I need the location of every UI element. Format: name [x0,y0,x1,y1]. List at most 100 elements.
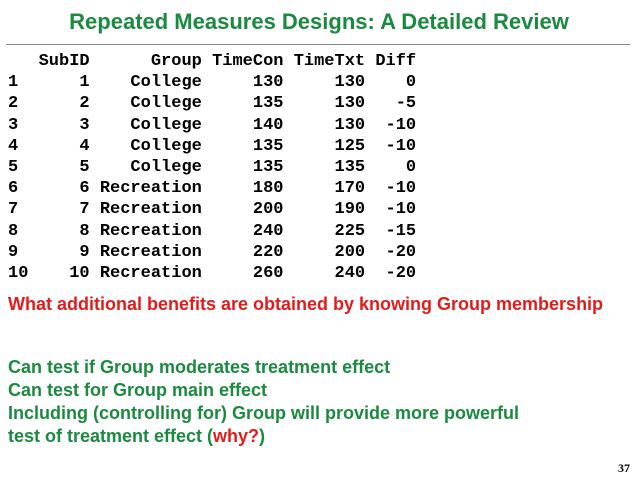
table-cell: 1 [38,73,90,93]
table-cell: 130 [212,73,284,93]
gap [90,158,100,177]
column-header: Group [99,52,202,71]
table-cell: 8 [38,221,90,241]
gap [202,264,212,283]
table-cell: 7 [38,200,90,220]
row-number: 1 [8,73,29,93]
table-cell: College [99,136,202,156]
table-cell: 2 [38,94,90,114]
table-cell: 190 [293,200,366,220]
table-cell: 135 [293,157,366,177]
row-number: 8 [8,221,29,241]
table-cell: 130 [293,73,366,93]
gap [283,200,293,219]
table-row: 1 1 College 130 130 0 [8,72,416,93]
slide-title: Repeated Measures Designs: A Detailed Re… [69,9,569,34]
row-number: 6 [8,179,29,199]
table-cell: 3 [38,115,90,135]
table-cell: College [99,94,202,114]
gap [283,73,293,92]
table-row: 5 5 College 135 135 0 [8,157,416,178]
table-cell: -15 [375,221,417,241]
table-cell: 5 [38,157,90,177]
row-number: 2 [8,94,29,114]
table-cell: -10 [375,136,417,156]
gap [202,137,212,156]
row-name-spacer [8,52,28,71]
row-number: 5 [8,157,29,177]
gap [28,200,38,219]
table-cell: 135 [212,136,284,156]
table-cell: College [99,73,202,93]
gap [365,264,375,283]
gap [365,52,375,71]
gap [283,264,293,283]
table-cell: 200 [212,200,284,220]
table-cell: 180 [212,179,284,199]
table-cell: -10 [375,115,417,135]
answer-power-start: test of treatment effect ( [8,426,214,446]
gap [28,52,38,71]
table-cell: 125 [293,136,366,156]
gap [90,116,100,135]
table-cell: -20 [375,263,417,283]
gap [202,116,212,135]
table-cell: Recreation [99,221,202,241]
gap [202,200,212,219]
gap [202,243,212,262]
column-header: TimeTxt [293,52,366,71]
table-cell: 170 [293,179,366,199]
page-number: 37 [618,461,630,475]
gap [28,137,38,156]
table-cell: -20 [375,242,417,262]
row-number: 3 [8,115,29,135]
table-cell: Recreation [99,200,202,220]
table-row: 4 4 College 135 125 -10 [8,136,416,157]
data-table: SubID Group TimeCon TimeTxt Diff 1 1 Coll… [8,51,416,284]
gap [28,116,38,135]
table-cell: 240 [293,263,366,283]
table-cell: Recreation [99,242,202,262]
gap [90,222,100,241]
gap [283,94,293,113]
table-cell: College [99,157,202,177]
answer-power-continued: test of treatment effect (why?) [8,425,630,448]
table-row: 6 6 Recreation 180 170 -10 [8,178,416,199]
gap [202,73,212,92]
gap [90,52,100,71]
gap [202,52,212,71]
table-cell: 4 [38,136,90,156]
table-cell: 135 [212,157,284,177]
gap [90,137,100,156]
table-cell: -10 [375,200,417,220]
gap [202,222,212,241]
gap [365,179,375,198]
table-cell: 10 [38,263,90,283]
gap [365,94,375,113]
table-row: 7 7 Recreation 200 190 -10 [8,199,416,220]
answers-block: Can test if Group moderates treatment ef… [8,356,630,448]
gap [202,179,212,198]
gap [28,179,38,198]
gap [365,116,375,135]
gap [28,158,38,177]
table-cell: 200 [293,242,366,262]
table-header: SubID Group TimeCon TimeTxt Diff [8,51,417,72]
gap [90,179,100,198]
gap [365,137,375,156]
table-cell: 140 [212,115,284,135]
table-cell: 6 [38,179,90,199]
table-cell: College [99,115,202,135]
table-cell: 225 [293,221,366,241]
table-cell: Recreation [99,179,202,199]
gap [90,243,100,262]
gap [28,243,38,262]
gap [202,158,212,177]
column-header: Diff [375,52,417,71]
table-row: 2 2 College 135 130 -5 [8,93,416,114]
answer-main-effect: Can test for Group main effect [8,380,268,400]
title-divider [6,44,630,45]
gap [365,158,375,177]
gap [90,264,100,283]
table-row: 3 3 College 140 130 -10 [8,115,416,136]
